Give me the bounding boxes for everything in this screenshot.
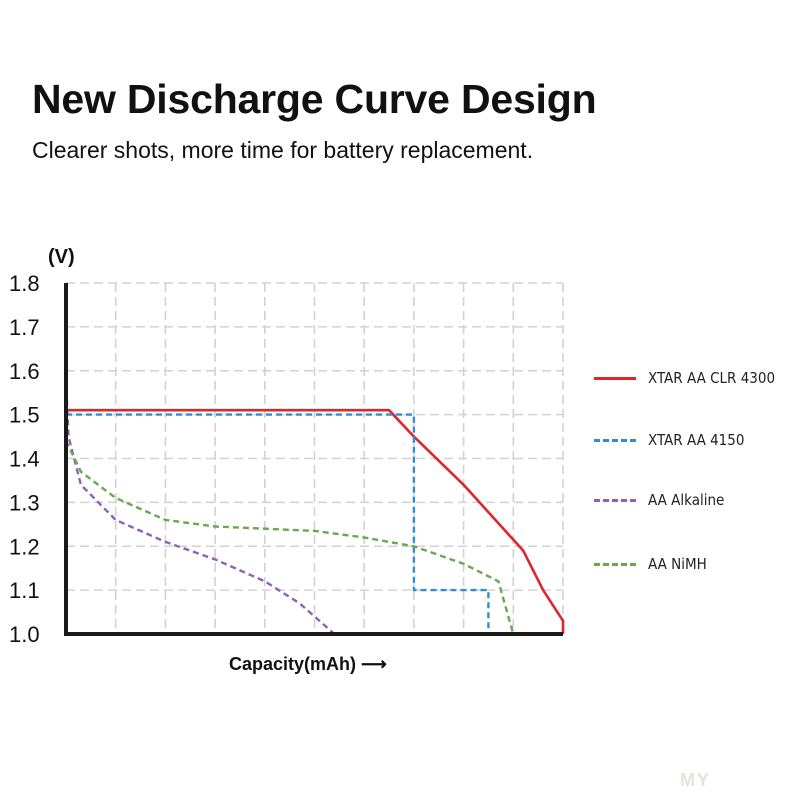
y-tick-label: 1.5 <box>9 403 40 428</box>
series-line-2 <box>64 379 336 635</box>
legend-item-alkaline: AA Alkaline <box>594 488 800 512</box>
legend-label: XTAR AA CLR 4300 <box>648 369 776 387</box>
watermark-logo: MY <box>680 770 711 790</box>
series-line-3 <box>64 440 515 635</box>
y-tick-label: 1.1 <box>9 578 40 603</box>
chart-axes <box>64 283 563 636</box>
x-axis-label: Capacity(mAh) ⟶ <box>229 654 387 674</box>
y-tick-label: 1.2 <box>9 534 40 559</box>
page-title: New Discharge Curve Design <box>32 76 597 122</box>
legend-swatch <box>594 562 636 566</box>
legend-item-xtar-clr-4300: XTAR AA CLR 4300 <box>594 366 800 390</box>
chart-series <box>64 379 565 635</box>
legend-swatch <box>594 438 636 442</box>
legend-item-nimh: AA NiMH <box>594 552 800 576</box>
y-tick-label: 1.4 <box>9 447 40 472</box>
y-tick-label: 1.3 <box>9 490 40 515</box>
legend-label: XTAR AA 4150 <box>648 431 745 449</box>
series-line-0 <box>66 408 565 634</box>
legend-swatch <box>594 376 636 380</box>
y-tick-label: 1.7 <box>9 315 40 340</box>
y-tick-label: 1.8 <box>9 271 40 296</box>
legend-swatch <box>594 498 636 502</box>
series-line-1 <box>66 413 490 634</box>
chart-labels: 1.8 1.7 1.6 1.5 1.4 1.3 1.2 1.1 1.0 (V) Capacity(m… <box>9 246 387 674</box>
page-subtitle: Clearer shots, more time for battery rep… <box>32 137 534 163</box>
y-tick-label: 1.6 <box>9 359 40 384</box>
legend-item-xtar-4150: XTAR AA 4150 <box>594 428 800 452</box>
chart-grid <box>66 282 564 634</box>
legend-label: AA Alkaline <box>648 491 725 509</box>
y-tick-label: 1.0 <box>9 622 40 647</box>
y-axis-label: (V) <box>48 246 75 268</box>
legend-label: AA NiMH <box>648 555 707 573</box>
